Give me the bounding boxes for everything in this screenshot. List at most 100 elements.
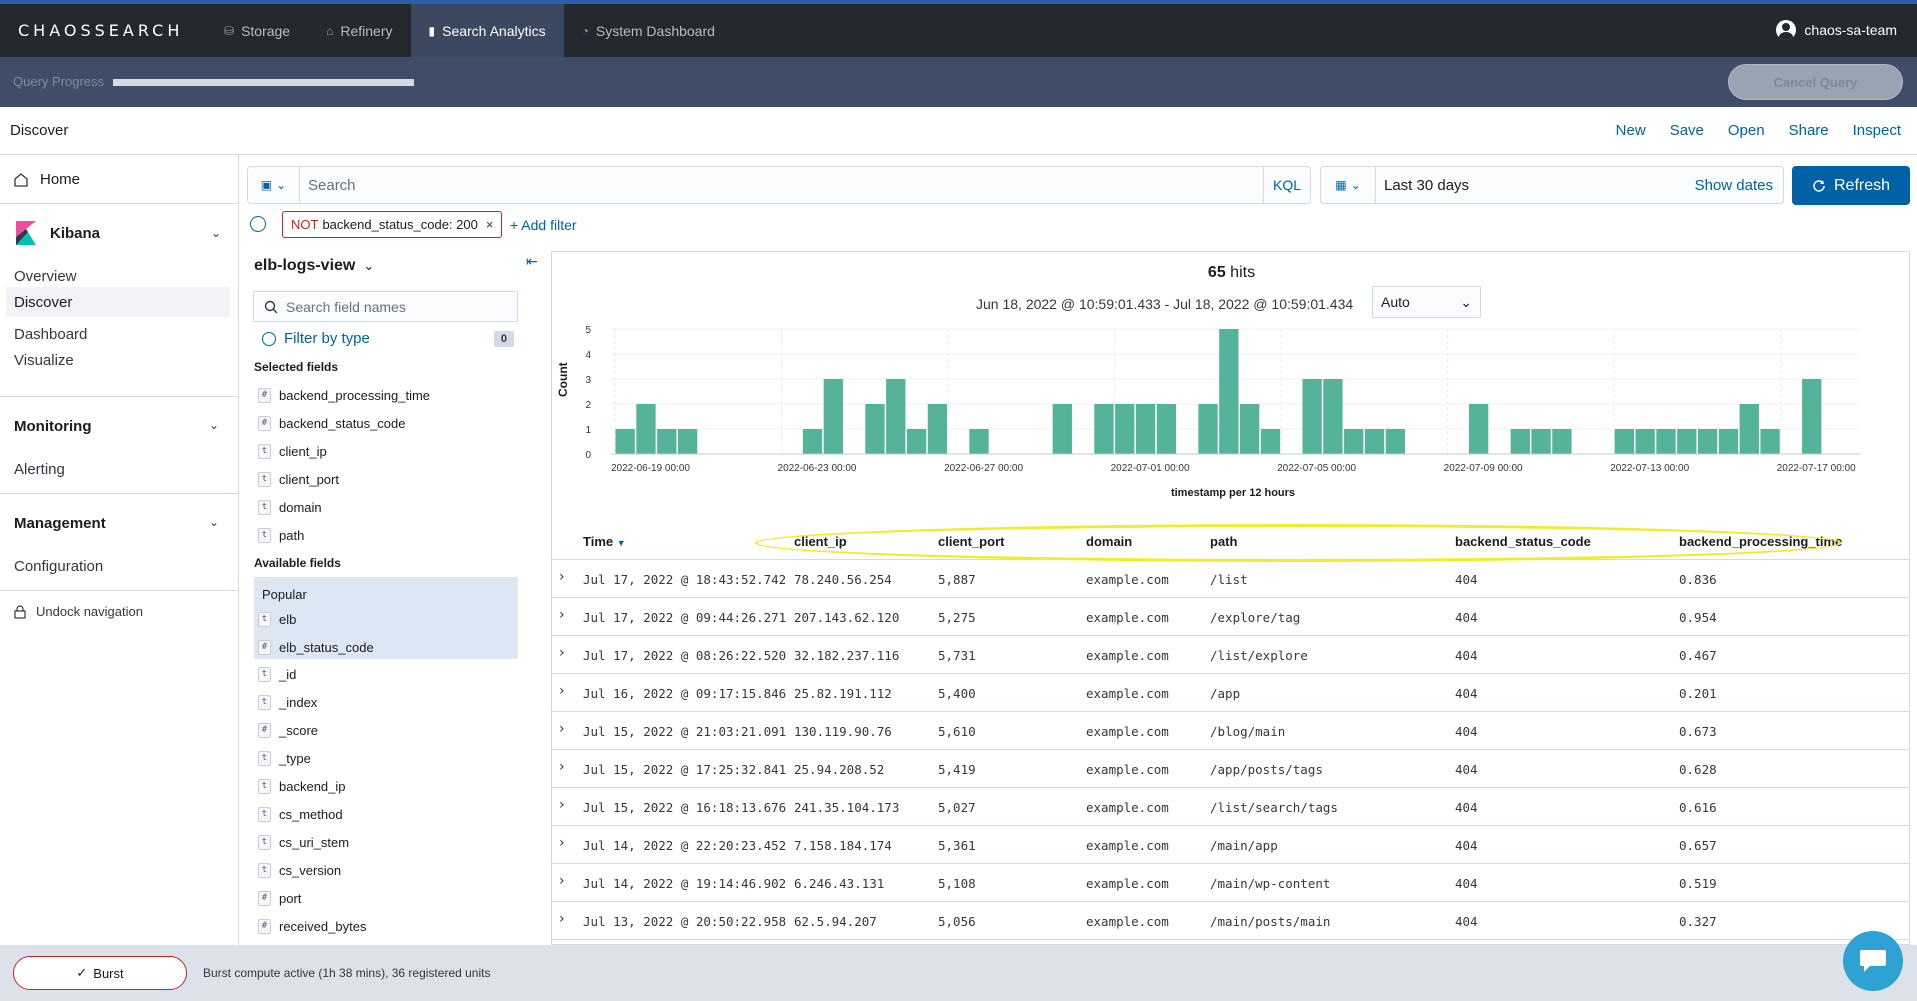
- nav-tab-search-analytics[interactable]: ▮ Search Analytics: [410, 4, 564, 57]
- nav-visualize[interactable]: Visualize: [14, 352, 74, 369]
- histogram-bar[interactable]: [906, 429, 927, 454]
- show-dates-button[interactable]: Show dates: [1694, 176, 1773, 194]
- kql-toggle[interactable]: KQL: [1263, 167, 1310, 203]
- refresh-button[interactable]: Refresh: [1792, 166, 1910, 205]
- expand-row-icon[interactable]: ›: [559, 721, 565, 737]
- share-button[interactable]: Share: [1788, 122, 1829, 139]
- management-group-toggle[interactable]: Management ⌄: [14, 515, 219, 532]
- histogram-bar[interactable]: [636, 404, 656, 454]
- histogram-bar[interactable]: [1052, 404, 1072, 454]
- histogram-bar[interactable]: [1760, 429, 1780, 454]
- histogram-bar[interactable]: [1739, 404, 1759, 454]
- histogram-bar[interactable]: [823, 379, 843, 454]
- histogram-bar[interactable]: [1614, 429, 1635, 454]
- monitoring-group-toggle[interactable]: Monitoring ⌄: [14, 418, 219, 435]
- field-item[interactable]: t cs_uri_stem: [258, 832, 349, 852]
- field-item[interactable]: # backend_processing_time: [258, 385, 430, 405]
- field-item[interactable]: # port: [258, 888, 301, 908]
- field-item[interactable]: # backend_status_code: [258, 413, 405, 433]
- histogram-bar[interactable]: [1344, 429, 1364, 454]
- column-header-client-port[interactable]: client_port: [938, 534, 1005, 549]
- column-header-path[interactable]: path: [1210, 534, 1238, 549]
- field-item[interactable]: # received_bytes: [258, 916, 366, 936]
- histogram-bar[interactable]: [1677, 429, 1697, 454]
- expand-row-icon[interactable]: ›: [559, 797, 565, 813]
- close-icon[interactable]: ×: [485, 217, 494, 232]
- histogram-bar[interactable]: [1115, 404, 1135, 454]
- column-header-time[interactable]: Time ▼: [583, 534, 626, 549]
- table-row[interactable]: › Jul 13, 2022 @ 20:50:22.958 62.5.94.207 5…: [552, 902, 1909, 940]
- field-item[interactable]: t client_port: [258, 469, 339, 489]
- histogram-bar[interactable]: [1552, 429, 1572, 454]
- field-search-input[interactable]: Search field names: [253, 291, 518, 322]
- field-item[interactable]: t _index: [258, 692, 317, 712]
- table-row[interactable]: › Jul 15, 2022 @ 21:03:21.091 130.119.90.7…: [552, 712, 1909, 750]
- add-filter-button[interactable]: + Add filter: [510, 217, 577, 233]
- field-item[interactable]: t domain: [258, 497, 322, 517]
- column-header-client-ip[interactable]: client_ip: [794, 534, 847, 549]
- column-header-backend-status-code[interactable]: backend_status_code: [1455, 534, 1591, 549]
- histogram-bar[interactable]: [677, 429, 698, 454]
- field-item[interactable]: t _id: [258, 664, 296, 684]
- histogram-bar[interactable]: [1302, 379, 1322, 454]
- field-item[interactable]: # elb_status_code: [258, 637, 374, 657]
- histogram-bar[interactable]: [1219, 329, 1239, 454]
- nav-tab-refinery[interactable]: ⌂ Refinery: [308, 4, 410, 57]
- interval-select[interactable]: Auto ⌄: [1372, 286, 1481, 318]
- date-range-text[interactable]: Last 30 days: [1384, 176, 1470, 194]
- histogram-bar[interactable]: [1260, 429, 1281, 454]
- histogram-bar[interactable]: [1802, 379, 1822, 454]
- nav-home[interactable]: Home: [14, 171, 80, 188]
- field-item[interactable]: t elb: [258, 609, 296, 629]
- inspect-button[interactable]: Inspect: [1852, 122, 1901, 139]
- expand-row-icon[interactable]: ›: [559, 759, 565, 775]
- histogram-bar[interactable]: [1697, 429, 1718, 454]
- histogram-bar[interactable]: [1510, 429, 1530, 454]
- field-item[interactable]: t _type: [258, 748, 311, 768]
- histogram-bar[interactable]: [1656, 429, 1676, 454]
- chaossearch-logo[interactable]: CHAOSSEARCH: [18, 21, 184, 40]
- table-row[interactable]: › Jul 15, 2022 @ 16:18:13.676 241.35.104.1…: [552, 788, 1909, 826]
- nav-alerting[interactable]: Alerting: [14, 461, 65, 478]
- histogram-bar[interactable]: [865, 404, 885, 454]
- histogram-bar[interactable]: [1094, 404, 1114, 454]
- column-header-domain[interactable]: domain: [1086, 534, 1133, 549]
- table-row[interactable]: › Jul 16, 2022 @ 09:17:15.846 25.82.191.11…: [552, 674, 1909, 712]
- expand-row-icon[interactable]: ›: [559, 645, 565, 661]
- histogram-bar[interactable]: [1531, 429, 1551, 454]
- burst-button[interactable]: ✓ Burst: [13, 956, 187, 990]
- nav-dashboard[interactable]: Dashboard: [14, 326, 88, 343]
- search-input[interactable]: Search: [308, 176, 356, 194]
- open-button[interactable]: Open: [1727, 122, 1765, 139]
- filter-by-type-button[interactable]: Filter by type 0: [262, 330, 514, 347]
- histogram-chart[interactable]: 0 1 2 3 4 5 2022-06-19 00:00 2022-06-23 00:00 20…: [552, 322, 1910, 522]
- expand-row-icon[interactable]: ›: [559, 569, 565, 585]
- chat-launcher-button[interactable]: [1843, 931, 1903, 991]
- filter-menu-icon[interactable]: [250, 216, 266, 232]
- save-button[interactable]: Save: [1669, 122, 1704, 139]
- histogram-bar[interactable]: [1240, 404, 1260, 454]
- histogram-bar[interactable]: [1364, 429, 1385, 454]
- field-item[interactable]: t cs_version: [258, 860, 341, 880]
- histogram-bar[interactable]: [615, 429, 635, 454]
- table-row[interactable]: › Jul 14, 2022 @ 22:20:23.452 7.158.184.17…: [552, 826, 1909, 864]
- expand-row-icon[interactable]: ›: [559, 683, 565, 699]
- histogram-bar[interactable]: [969, 429, 989, 454]
- expand-row-icon[interactable]: ›: [559, 911, 565, 927]
- histogram-bar[interactable]: [802, 429, 823, 454]
- field-item[interactable]: t backend_ip: [258, 776, 346, 796]
- field-item[interactable]: # _score: [258, 720, 318, 740]
- expand-row-icon[interactable]: ›: [559, 873, 565, 889]
- field-item[interactable]: t path: [258, 525, 304, 545]
- histogram-bar[interactable]: [1135, 404, 1156, 454]
- table-row[interactable]: › Jul 17, 2022 @ 18:43:52.742 78.240.56.25…: [552, 560, 1909, 598]
- nav-overview[interactable]: Overview: [14, 268, 77, 285]
- nav-tab-storage[interactable]: ⛁ Storage: [206, 4, 308, 57]
- undock-navigation-button[interactable]: Undock navigation: [14, 604, 143, 619]
- collapse-sidebar-icon[interactable]: ⇤: [526, 253, 538, 269]
- column-header-backend-processing-time[interactable]: backend_processing_time: [1679, 534, 1843, 549]
- nav-tab-system-dashboard[interactable]: ◔ System Dashboard: [564, 4, 733, 57]
- cancel-query-button[interactable]: Cancel Query: [1728, 64, 1903, 100]
- histogram-bar[interactable]: [1468, 404, 1489, 454]
- expand-row-icon[interactable]: ›: [559, 835, 565, 851]
